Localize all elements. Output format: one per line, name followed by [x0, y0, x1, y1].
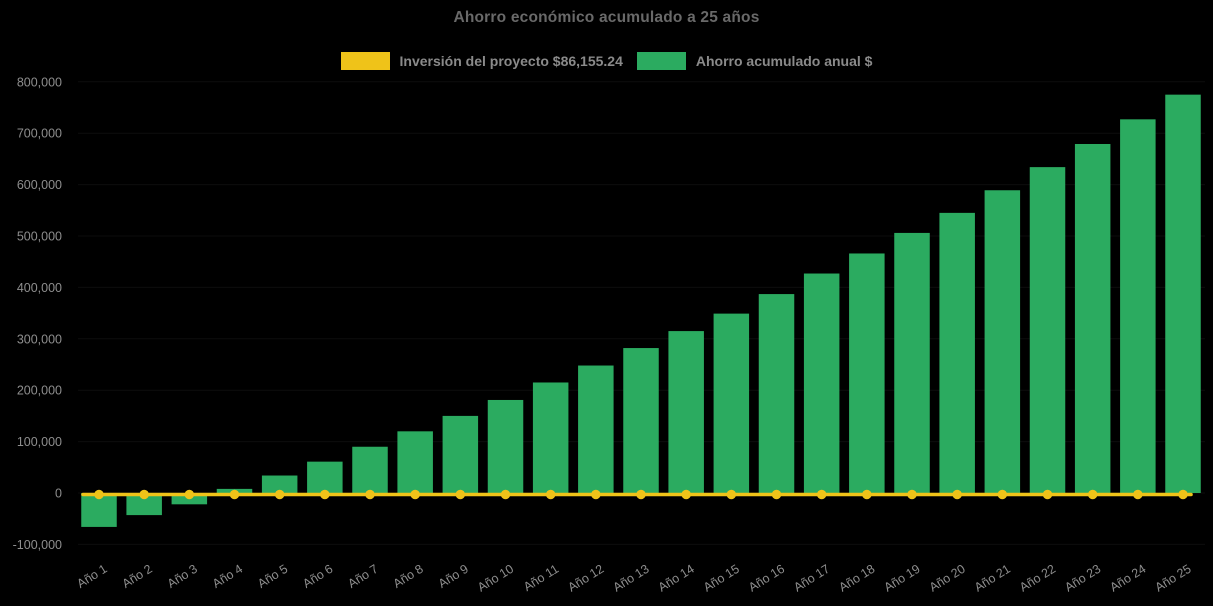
line-marker [726, 489, 737, 500]
x-tick-label: Año 16 [746, 562, 787, 595]
line-marker [1042, 489, 1053, 500]
x-tick-label: Año 22 [1017, 562, 1058, 595]
x-tick-label: Año 12 [565, 562, 606, 595]
bar [984, 190, 1021, 493]
y-tick-label: 300,000 [17, 332, 62, 346]
legend-item: Ahorro acumulado anual $ [636, 52, 873, 70]
y-tick-label: -100,000 [13, 538, 62, 552]
bar [758, 294, 795, 493]
x-tick-label: Año 7 [345, 562, 380, 591]
bar [1165, 94, 1201, 494]
x-tick-label: Año 8 [391, 562, 426, 591]
bar [1029, 167, 1066, 493]
x-tick-label: Año 10 [475, 562, 516, 595]
x-tick-label: Año 19 [882, 562, 923, 595]
line-marker [320, 489, 330, 500]
bar [352, 446, 388, 493]
x-tick-label: Año 9 [436, 562, 471, 591]
line-marker [184, 489, 195, 500]
bar [532, 382, 569, 493]
bar [307, 461, 343, 493]
legend-label: Inversión del proyecto $86,155.24 [399, 53, 623, 69]
line-marker [1178, 489, 1188, 500]
y-tick-label: 600,000 [17, 178, 62, 192]
legend-item: Inversión del proyecto $86,155.24 [340, 52, 623, 70]
bar [1120, 119, 1156, 494]
chart-legend: Inversión del proyecto $86,155.24 Ahorro … [0, 52, 1213, 70]
line-marker [591, 489, 601, 500]
x-tick-label: Año 25 [1153, 562, 1194, 595]
savings-swatch-icon [636, 52, 686, 70]
x-tick-label: Año 17 [791, 562, 832, 595]
line-marker [274, 489, 285, 500]
line-marker [545, 489, 556, 500]
x-tick-label: Año 5 [255, 562, 290, 591]
x-tick-label: Año 18 [836, 562, 877, 595]
line-marker [907, 489, 917, 500]
bar [397, 431, 433, 493]
y-tick-label: 200,000 [17, 384, 62, 398]
bar [1074, 143, 1111, 493]
line-marker [952, 489, 962, 500]
bar [126, 493, 162, 516]
line-marker [410, 489, 420, 500]
line-marker [94, 489, 104, 500]
bar [668, 331, 704, 493]
y-tick-label: 700,000 [17, 127, 62, 141]
bar [894, 232, 930, 493]
bar [623, 348, 659, 493]
line-marker [636, 489, 646, 500]
bar [713, 313, 750, 493]
x-tick-label: Año 20 [927, 562, 968, 595]
bar [442, 415, 479, 493]
y-tick-label: 0 [55, 487, 62, 501]
bar [849, 253, 885, 493]
y-tick-label: 500,000 [17, 230, 62, 244]
line-marker [229, 489, 240, 500]
line-marker [455, 489, 466, 500]
legend-label: Ahorro acumulado anual $ [695, 53, 873, 69]
x-tick-label: Año 21 [972, 562, 1013, 595]
x-tick-label: Año 2 [120, 562, 155, 591]
line-marker [1133, 489, 1143, 500]
x-tick-label: Año 24 [1107, 562, 1148, 595]
x-tick-label: Año 15 [701, 562, 742, 595]
x-tick-label: Año 3 [165, 562, 200, 591]
x-tick-label: Año 13 [611, 562, 652, 595]
line-marker [816, 489, 827, 500]
y-tick-label: 400,000 [17, 281, 62, 295]
line-marker [771, 489, 782, 500]
bar [578, 365, 614, 493]
x-tick-label: Año 6 [300, 562, 335, 591]
x-tick-label: Año 1 [74, 562, 109, 591]
line-marker [1087, 489, 1098, 500]
y-tick-label: 800,000 [17, 75, 62, 89]
line-marker [365, 489, 375, 500]
line-marker [681, 489, 691, 500]
bar [487, 399, 524, 493]
x-tick-label: Año 4 [210, 562, 245, 591]
x-tick-label: Año 23 [1062, 562, 1103, 595]
x-tick-label: Año 11 [521, 562, 561, 594]
bar [803, 273, 840, 493]
bar [261, 475, 298, 493]
investment-swatch-icon [340, 52, 390, 70]
line-marker [862, 489, 872, 500]
y-tick-label: 100,000 [17, 435, 62, 449]
line-marker [500, 489, 511, 500]
line-marker [997, 489, 1008, 500]
bar [939, 212, 975, 493]
x-tick-label: Año 14 [656, 562, 697, 595]
chart-title: Ahorro económico acumulado a 25 años [453, 9, 760, 26]
line-marker [139, 489, 149, 500]
